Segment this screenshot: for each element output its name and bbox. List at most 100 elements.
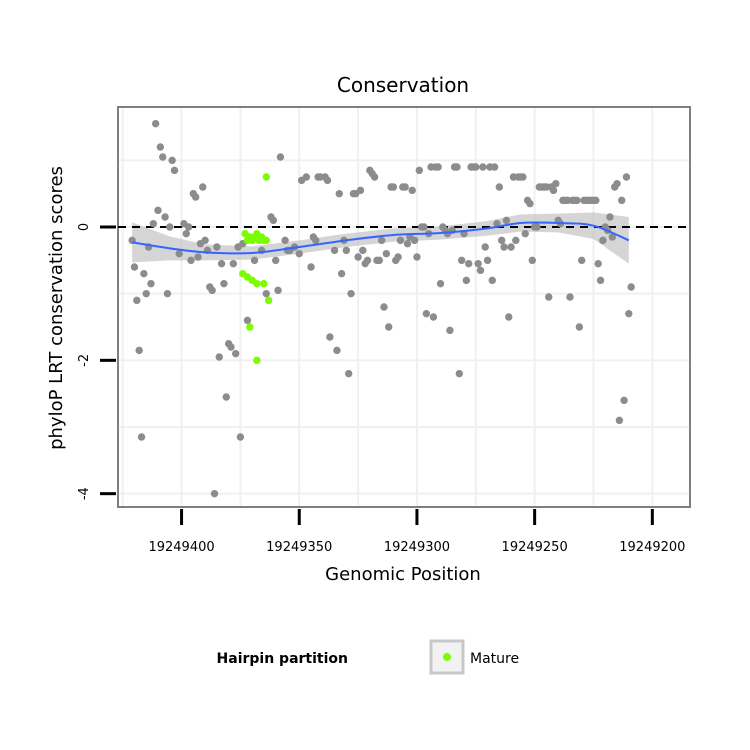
data-point [222, 393, 230, 401]
data-point [215, 353, 223, 361]
data-point [479, 163, 487, 171]
data-point [573, 196, 581, 205]
data-point [502, 216, 511, 225]
data-point [462, 276, 471, 285]
data-point [250, 256, 259, 265]
data-point [552, 179, 560, 188]
data-point [199, 183, 207, 191]
data-point [401, 183, 409, 191]
data-point [269, 216, 278, 225]
data-point [521, 229, 529, 238]
data-point [526, 199, 534, 208]
data-point [151, 119, 160, 128]
x-tick-label: 19249400 [148, 540, 214, 555]
mature-point [260, 279, 268, 288]
data-point [622, 173, 631, 181]
data-point [507, 243, 515, 251]
data-point [330, 246, 339, 255]
data-point [262, 289, 270, 298]
data-point [549, 186, 558, 195]
data-point [147, 279, 155, 288]
data-point [175, 249, 183, 258]
data-point [483, 256, 492, 265]
data-point [618, 196, 626, 205]
data-point [476, 266, 485, 275]
y-axis-label: phyloP LRT conservation scores [46, 166, 67, 450]
data-point [394, 253, 402, 261]
mature-point [262, 236, 270, 245]
data-point [377, 236, 386, 245]
data-point [606, 213, 614, 221]
data-point [194, 253, 202, 261]
data-point [578, 256, 586, 265]
x-axis-label: Genomic Position [325, 564, 481, 585]
data-point [434, 163, 442, 171]
y-tick-label: -2 [77, 354, 92, 367]
data-point [133, 296, 141, 305]
data-point [363, 256, 372, 265]
data-point [208, 286, 216, 295]
data-point [620, 396, 628, 405]
data-point [505, 313, 513, 321]
data-point [528, 256, 536, 265]
data-point [213, 243, 221, 251]
data-point [344, 369, 353, 378]
x-axis: 19249400 19249350 19249300 19249250 19249200 [148, 509, 685, 555]
data-point [488, 276, 496, 285]
data-point [519, 173, 527, 181]
data-point [149, 219, 158, 228]
data-point [615, 416, 624, 425]
data-point [608, 233, 617, 241]
data-point [135, 346, 143, 355]
data-point [191, 193, 200, 201]
data-point [422, 309, 431, 318]
legend-key-mature [443, 653, 451, 661]
data-point [231, 349, 240, 358]
data-point [335, 189, 343, 198]
data-point [599, 236, 607, 245]
legend: Hairpin partition Mature [217, 639, 519, 675]
data-point [272, 256, 280, 265]
data-point [159, 153, 167, 161]
data-point [472, 163, 480, 171]
data-point [130, 263, 139, 271]
data-point [403, 239, 412, 248]
data-point [370, 173, 379, 181]
data-point [627, 283, 635, 291]
data-point [410, 236, 419, 245]
data-point [545, 293, 553, 301]
data-point [356, 186, 365, 195]
data-point [490, 163, 499, 171]
data-point [326, 333, 334, 341]
data-point [495, 183, 504, 191]
chart-title: Conservation [337, 73, 469, 97]
mature-point [262, 173, 270, 181]
data-point [380, 303, 388, 311]
data-point [566, 293, 574, 301]
data-point [592, 196, 600, 205]
data-point [161, 213, 169, 221]
data-point [446, 326, 454, 335]
x-tick-label: 19249350 [266, 540, 332, 555]
data-point [575, 323, 584, 331]
data-point [613, 179, 621, 188]
smooth-line [131, 221, 630, 255]
data-point [210, 489, 219, 498]
x-tick-label: 19249200 [619, 540, 685, 555]
data-point [307, 263, 315, 271]
data-point [512, 236, 520, 245]
data-point [163, 289, 172, 298]
data-point [217, 259, 226, 268]
data-point [182, 229, 190, 238]
mature-point [264, 296, 273, 305]
series-other [128, 119, 635, 498]
data-point [533, 223, 541, 231]
y-axis: 0 -2 -4 [77, 223, 116, 500]
mature-point [253, 279, 261, 288]
data-point [168, 156, 176, 165]
plot-panel [117, 106, 691, 508]
data-point [274, 286, 282, 295]
data-point [481, 243, 489, 251]
data-point [312, 236, 320, 245]
